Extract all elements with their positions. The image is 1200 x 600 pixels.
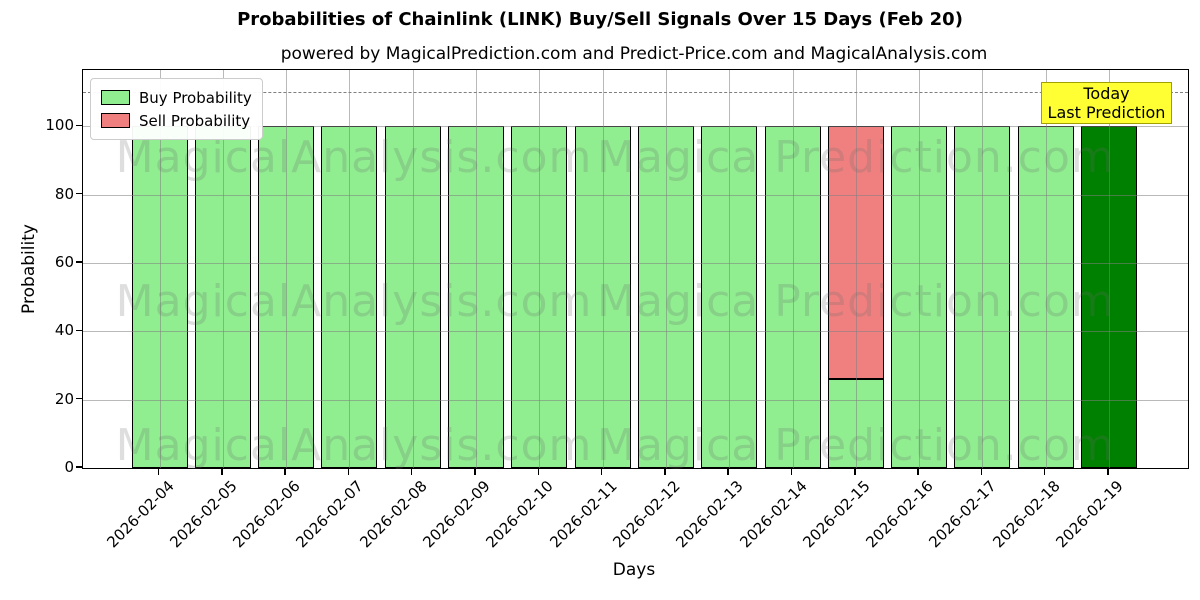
h-gridline-100 [83,126,1188,128]
today-annotation-line2: Last Prediction [1047,103,1166,122]
y-tick-label-0: 0 [64,458,74,476]
v-gridline-2026-02-19 [1109,70,1110,468]
y-tick-mark-0 [76,466,82,468]
watermark-left-0: MagicalAnalysis.com [115,132,593,183]
watermark-right-1: Magica Prediction.com [597,276,1115,327]
x-tick-mark-2026-02-15 [854,468,856,475]
h-gridline-40 [83,331,1188,333]
buy-swatch-icon [101,90,130,105]
x-tick-label-2026-02-09: 2026-02-09 [419,477,494,552]
v-gridline-2026-02-10 [539,70,541,468]
chart-subtitle: powered by MagicalPrediction.com and Pre… [280,44,988,64]
y-tick-label-20: 20 [54,389,74,408]
v-gridline-2026-02-09 [476,70,477,468]
v-gridline-2026-02-17 [982,70,984,468]
y-tick-mark-100 [76,124,82,127]
y-tick-label-60: 60 [54,253,74,272]
legend-label-sell: Sell Probability [139,111,251,130]
h-gridline-60 [83,263,1188,265]
x-tick-mark-2026-02-18 [1043,468,1046,475]
sell-swatch-icon [101,113,130,128]
x-tick-mark-2026-02-12 [664,468,666,475]
x-tick-mark-2026-02-16 [917,468,919,475]
x-tick-label-2026-02-17: 2026-02-17 [925,477,1001,552]
v-gridline-2026-02-15 [855,70,857,468]
v-gridline-2026-02-06 [286,70,288,468]
v-gridline-2026-02-08 [412,70,414,468]
y-tick-label-40: 40 [54,321,74,340]
y-tick-label-80: 80 [54,184,74,203]
x-tick-mark-2026-02-06 [284,468,286,475]
x-tick-label-2026-02-07: 2026-02-07 [292,477,368,552]
chart-title: Probabilities of Chainlink (LINK) Buy/Se… [237,9,963,30]
y-tick-mark-60 [76,261,82,263]
watermark-left-2: MagicalAnalysis.com [115,420,593,471]
x-tick-label-2026-02-14: 2026-02-14 [735,477,811,552]
v-gridline-2026-02-12 [665,70,667,468]
x-tick-mark-2026-02-07 [347,468,350,475]
legend: Buy Probability Sell Probability [90,78,263,140]
v-gridline-2026-02-14 [792,70,794,468]
x-tick-mark-2026-02-10 [537,468,540,475]
y-tick-mark-80 [76,192,82,195]
watermark-right-0: Magica Prediction.com [597,132,1115,183]
v-gridline-2026-02-18 [1045,70,1047,468]
v-gridline-2026-02-11 [602,70,604,468]
legend-item-sell: Sell Probability [101,109,252,132]
x-tick-label-2026-02-16: 2026-02-16 [862,477,937,552]
watermark-right-2: Magica Prediction.com [597,420,1115,471]
x-tick-label-2026-02-19: 2026-02-19 [1052,477,1127,552]
x-tick-mark-2026-02-05 [221,468,223,475]
x-tick-label-2026-02-04: 2026-02-04 [102,477,178,552]
x-tick-mark-2026-02-13 [727,468,729,475]
watermark-left-1: MagicalAnalysis.com [115,276,593,327]
y-tick-mark-40 [76,329,82,332]
h-gridline-80 [83,194,1188,196]
x-tick-mark-2026-02-19 [1107,468,1109,475]
x-tick-mark-2026-02-04 [157,468,160,475]
x-tick-mark-2026-02-09 [474,468,476,475]
x-tick-mark-2026-02-17 [980,468,983,475]
v-gridline-2026-02-16 [919,70,921,468]
y-tick-label-100: 100 [45,116,74,135]
x-axis-label: Days [612,560,656,580]
legend-label-buy: Buy Probability [139,88,252,107]
h-gridline-20 [83,399,1188,401]
v-gridline-2026-02-07 [349,70,351,468]
y-tick-mark-20 [76,397,82,400]
threshold-dashed-line [83,92,1188,94]
x-tick-mark-2026-02-08 [410,468,413,475]
x-tick-mark-2026-02-14 [790,468,793,475]
x-tick-mark-2026-02-11 [600,468,603,475]
today-annotation-line1: Today [1083,84,1130,103]
v-gridline-2026-02-13 [729,70,731,468]
legend-item-buy: Buy Probability [101,86,252,109]
v-gridline-2026-02-04 [159,70,161,468]
plot-area: Buy Probability Sell Probability Today L… [82,69,1189,471]
today-annotation: Today Last Prediction [1041,82,1172,124]
x-tick-label-2026-02-05: 2026-02-05 [166,477,241,552]
v-gridline-2026-02-05 [222,70,224,468]
x-tick-label-2026-02-15: 2026-02-15 [799,477,874,552]
x-tick-label-2026-02-06: 2026-02-06 [229,477,304,552]
